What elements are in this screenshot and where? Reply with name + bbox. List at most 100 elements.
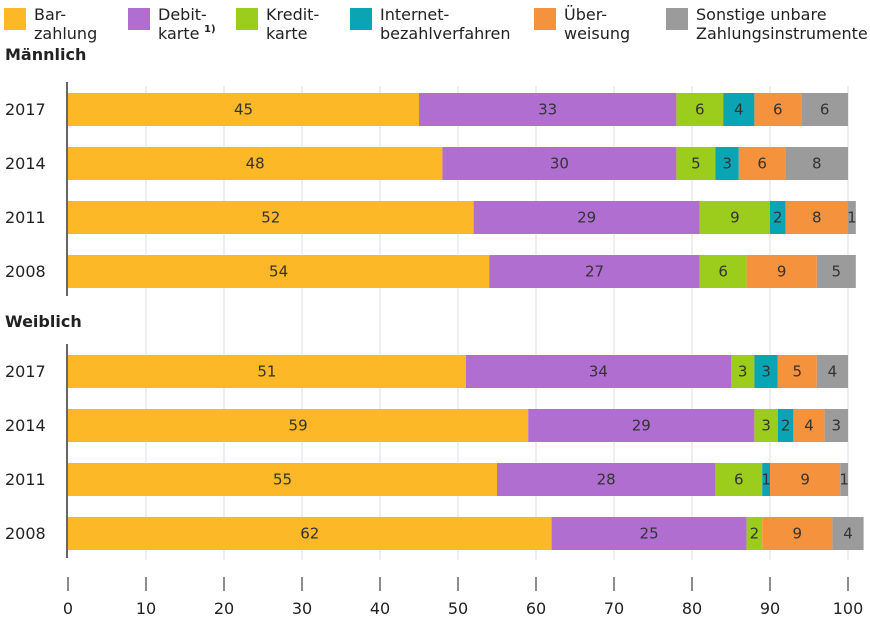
- bar-segment: [68, 93, 419, 126]
- legend-swatch: [666, 8, 688, 30]
- bar-segment: [68, 147, 443, 180]
- data-label: 30: [550, 155, 569, 173]
- data-label: 3: [722, 155, 732, 173]
- data-label: 9: [730, 209, 740, 227]
- bar-segment: [754, 93, 802, 126]
- bar-segment: [699, 255, 747, 288]
- x-tick-label: 50: [448, 599, 468, 618]
- data-label: 29: [632, 417, 651, 435]
- data-label: 9: [777, 263, 787, 281]
- bar-segment: [528, 409, 755, 442]
- data-label: 3: [761, 417, 771, 435]
- bar-segment: [754, 409, 778, 442]
- y-tick-label: 2011: [5, 470, 46, 489]
- bar-segment: [785, 201, 848, 234]
- x-tick-label: 60: [526, 599, 546, 618]
- footnote-marker: 1): [204, 24, 216, 35]
- bar-segment: [68, 463, 497, 496]
- legend-line: Zahlungsinstrumente: [696, 24, 868, 43]
- bar-segment: [762, 517, 833, 550]
- x-tick-label: 40: [370, 599, 390, 618]
- bar-segment: [68, 355, 466, 388]
- bar-segment: [816, 355, 848, 388]
- legend-label: Bar-zahlung: [34, 5, 97, 43]
- bar-segment: [68, 409, 529, 442]
- data-label: 52: [261, 209, 280, 227]
- data-label: 45: [234, 101, 253, 119]
- bar-segment: [715, 463, 763, 496]
- data-label: 1: [847, 209, 857, 227]
- data-label: 5: [691, 155, 701, 173]
- legend-line: karte: [158, 24, 199, 43]
- bar-segment: [68, 201, 474, 234]
- bar-segment: [832, 517, 864, 550]
- y-tick-label: 2011: [5, 208, 46, 227]
- x-tick-label: 90: [760, 599, 780, 618]
- data-label: 51: [257, 363, 276, 381]
- data-label: 33: [538, 101, 557, 119]
- bar-segment: [731, 355, 755, 388]
- data-label: 5: [793, 363, 803, 381]
- legend-label: Internet-bezahlverfahren: [380, 5, 510, 43]
- data-label: 2: [773, 209, 783, 227]
- bar-segment: [497, 463, 716, 496]
- bar-segment: [68, 517, 552, 550]
- bar-segment: [762, 463, 770, 496]
- data-label: 6: [734, 471, 744, 489]
- data-label: 8: [812, 209, 822, 227]
- bar-segment: [419, 93, 677, 126]
- bar-segment: [676, 93, 724, 126]
- legend-label: Über-weisung: [564, 5, 630, 43]
- x-tick-label: 70: [604, 599, 624, 618]
- bar-segment: [738, 147, 786, 180]
- data-label: 4: [734, 101, 744, 119]
- data-label: 54: [269, 263, 288, 281]
- bar-segment: [746, 255, 817, 288]
- legend-swatch: [128, 8, 150, 30]
- bar-segment: [676, 147, 716, 180]
- bar-segment: [770, 201, 786, 234]
- bar-segment: [801, 93, 848, 126]
- x-tick-label: 30: [292, 599, 312, 618]
- data-label: 1: [839, 471, 849, 489]
- data-label: 59: [289, 417, 308, 435]
- data-label: 55: [273, 471, 292, 489]
- legend-label: Sonstige unbare Zahlungsinstrumente: [696, 5, 868, 43]
- y-tick-label: 2014: [5, 154, 46, 173]
- legend-line: Bar-: [34, 5, 66, 24]
- data-label: 25: [640, 525, 659, 543]
- data-label: 9: [800, 471, 810, 489]
- data-label: 62: [300, 525, 319, 543]
- data-label: 34: [589, 363, 608, 381]
- bar-segment: [824, 409, 848, 442]
- y-tick-label: 2014: [5, 416, 46, 435]
- panel-title: Männlich: [5, 45, 86, 64]
- bar-segment: [489, 255, 700, 288]
- bar-segment: [777, 409, 794, 442]
- x-tick-label: 20: [214, 599, 234, 618]
- legend-line: karte: [266, 24, 307, 43]
- data-label: 6: [757, 155, 767, 173]
- legend-line: Kredit-: [266, 5, 319, 24]
- legend-line: weisung: [564, 24, 630, 43]
- data-label: 6: [820, 101, 830, 119]
- data-label: 4: [804, 417, 814, 435]
- data-label: 6: [773, 101, 783, 119]
- data-label: 1: [761, 471, 771, 489]
- bar-segment: [793, 409, 825, 442]
- x-tick-label: 0: [63, 599, 73, 618]
- bar-segment: [551, 517, 747, 550]
- y-tick-label: 2008: [5, 262, 46, 281]
- bar-segment: [442, 147, 677, 180]
- x-tick-label: 80: [682, 599, 702, 618]
- data-label: 2: [781, 417, 791, 435]
- x-tick-label: 10: [136, 599, 156, 618]
- data-label: 8: [812, 155, 822, 173]
- bar-segment: [699, 201, 770, 234]
- x-tick-label: 100: [833, 599, 864, 618]
- data-label: 29: [577, 209, 596, 227]
- bar-segment: [473, 201, 700, 234]
- bar-segment: [816, 255, 856, 288]
- legend-swatch: [350, 8, 372, 30]
- legend-line: Sonstige unbare: [696, 5, 827, 24]
